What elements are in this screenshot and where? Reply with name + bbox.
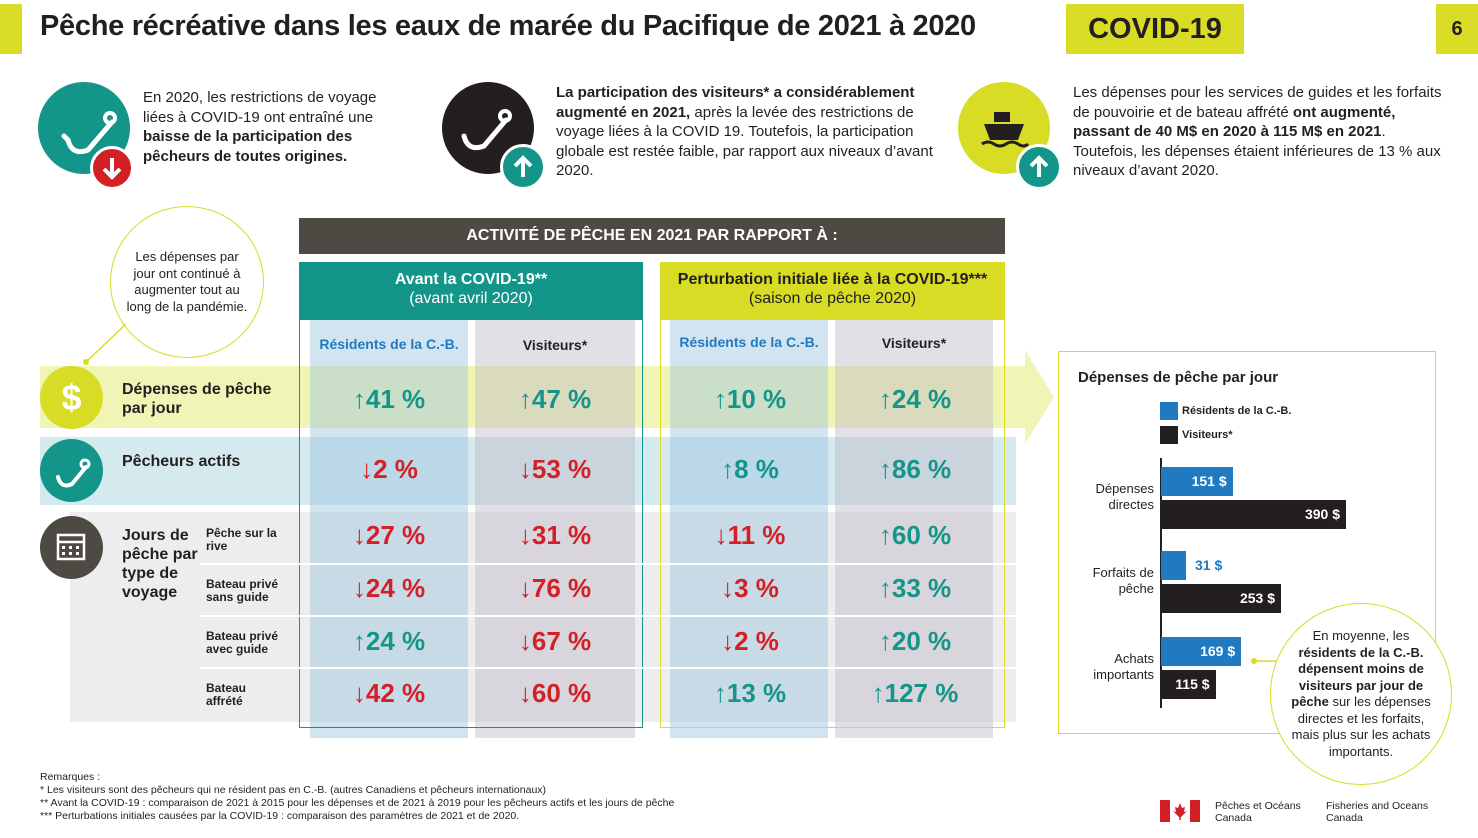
sub-label-private-unguided: Bateau privé sans guide <box>206 577 279 604</box>
table-cell: ↓67 % <box>518 626 592 656</box>
table-cell: ↓24 % <box>352 573 426 603</box>
table-cell: ↑127 % <box>871 678 959 708</box>
legend-swatch-residents <box>1160 402 1178 420</box>
bar-visitors: 390 $ <box>1161 500 1346 529</box>
col-label-visitors: Visiteurs* <box>881 335 947 351</box>
footnotes: Remarques : * Les visiteurs sont des pêc… <box>40 771 675 822</box>
calendar-icon <box>40 516 103 579</box>
row-label-trip-days: Jours de pêche par type de voyage <box>122 527 198 601</box>
bar-visitors: 253 $ <box>1161 584 1281 613</box>
table-cell: ↓27 % <box>352 520 426 550</box>
group-before-covid-frame <box>299 262 643 728</box>
table-cell: ↑41 % <box>352 384 426 414</box>
arrow-up-icon <box>500 144 546 190</box>
callout-daily-spending: Les dépenses par jour ont continué à aug… <box>110 206 264 358</box>
hook-icon <box>40 439 103 502</box>
callout-comparison: En moyenne, les résidents de la C.-B. dé… <box>1270 603 1452 785</box>
arrow-up-icon <box>1016 144 1062 190</box>
covid-badge: COVID-19 <box>1066 4 1244 54</box>
dollar-icon: $ <box>40 366 103 429</box>
row-label-anglers: Pêcheurs actifs <box>122 453 241 470</box>
hook-icon-teal <box>38 82 130 174</box>
col-label-visitors: Visiteurs* <box>522 337 588 353</box>
sub-label-private-guided: Bateau privé avec guide <box>206 629 279 656</box>
table-cell: ↓42 % <box>352 678 426 708</box>
table-cell: ↓31 % <box>518 520 592 550</box>
table-cell: ↑10 % <box>713 384 787 414</box>
table-cell: ↑13 % <box>713 678 787 708</box>
group-header-disruption: Perturbation initiale liée à la COVID-19… <box>660 262 1005 320</box>
canada-flag-icon <box>1160 800 1200 822</box>
table-cell: ↓53 % <box>518 454 592 484</box>
bar-residents: 169 $ <box>1161 637 1242 666</box>
dfo-english-signature: Fisheries and Oceans Canada <box>1326 800 1429 824</box>
table-cell: ↑8 % <box>721 454 779 484</box>
table-cell: ↓76 % <box>518 573 592 603</box>
bar-value-label: 31 $ <box>1195 557 1223 573</box>
table-cell: ↓3 % <box>721 573 779 603</box>
group-header-before-covid: Avant la COVID-19** (avant avril 2020) <box>299 262 643 320</box>
table-cell: ↑60 % <box>878 520 952 550</box>
group-disruption-frame <box>660 262 1005 728</box>
category-label: Forfaits de pêche <box>1092 565 1154 596</box>
activity-heading: ACTIVITÉ DE PÊCHE EN 2021 PAR RAPPORT À … <box>299 218 1005 254</box>
info-2-text: La participation des visiteurs* a consid… <box>556 84 933 179</box>
divider <box>200 615 1016 617</box>
col-label-residents: Résidents de la C.-B. <box>319 336 459 352</box>
bar-visitors: 115 $ <box>1161 670 1216 699</box>
callout-connector <box>1251 658 1276 664</box>
table-cell: ↓60 % <box>518 678 592 708</box>
table-cell: ↑86 % <box>878 454 952 484</box>
col-label-residents: Résidents de la C.-B. <box>679 334 819 350</box>
chart-axis <box>1160 458 1162 708</box>
legend-label-residents: Résidents de la C.-B. <box>1182 405 1292 417</box>
legend-label-visitors: Visiteurs* <box>1182 429 1233 441</box>
divider <box>200 563 1016 565</box>
anglers-row-band <box>40 437 1016 505</box>
arrow-down-icon <box>90 146 134 190</box>
page-title: Pêche récréative dans les eaux de marée … <box>40 10 976 42</box>
table-cell: ↓2 % <box>360 454 418 484</box>
category-label: Dépenses directes <box>1095 481 1154 512</box>
bar-residents: 151 $ <box>1161 467 1233 496</box>
divider <box>200 667 1016 669</box>
bar-residents <box>1161 551 1186 580</box>
page-number: 6 <box>1436 4 1478 54</box>
sub-label-charter: Bateau affrété <box>206 681 247 708</box>
table-cell: ↑24 % <box>352 626 426 656</box>
trip-days-band <box>70 512 1016 722</box>
sub-label-shore: Pêche sur la rive <box>206 526 277 553</box>
category-label: Achats importants <box>1093 651 1154 682</box>
callout-connector <box>83 323 127 365</box>
header-accent-bar <box>0 4 22 54</box>
row-label-spending: Dépenses de pêche par jour <box>122 381 272 417</box>
table-cell: ↑33 % <box>878 573 952 603</box>
table-cell: ↓11 % <box>714 520 786 550</box>
info-1-text: En 2020, les restrictions de voyage liée… <box>143 89 377 165</box>
table-cell: ↑20 % <box>878 626 952 656</box>
chart-title: Dépenses de pêche par jour <box>1078 369 1279 386</box>
legend-swatch-visitors <box>1160 426 1178 444</box>
dfo-french-signature: Pêches et Océans Canada <box>1215 800 1301 824</box>
info-3-text: Les dépenses pour les services de guides… <box>1073 84 1442 179</box>
table-cell: ↑47 % <box>518 384 592 414</box>
table-cell: ↓2 % <box>721 626 779 656</box>
table-cell: ↑24 % <box>878 384 952 414</box>
spending-row-band <box>40 350 1054 444</box>
